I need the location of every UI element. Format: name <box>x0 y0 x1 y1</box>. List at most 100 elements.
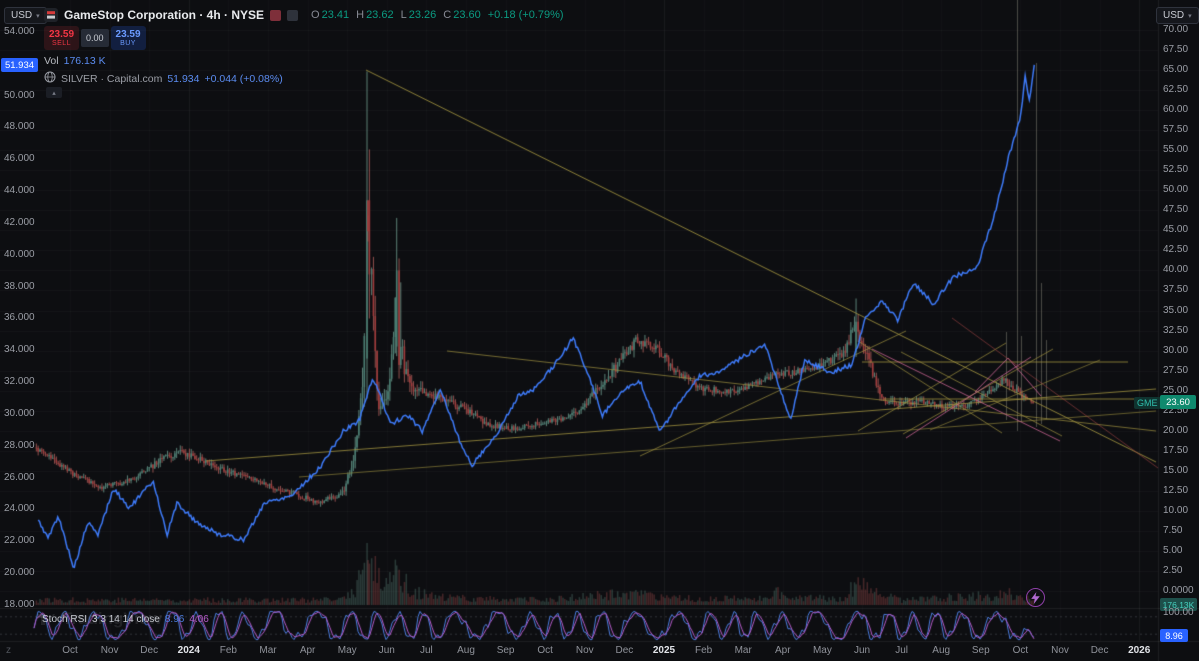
left-price-axis[interactable]: 54.00052.00050.00048.00046.00044.00042.0… <box>0 0 40 661</box>
left-price-tick: 36.000 <box>4 312 35 324</box>
right-price-tick: 65.00 <box>1163 64 1189 76</box>
left-price-tick: 32.000 <box>4 376 35 388</box>
right-price-tick: 17.50 <box>1163 444 1189 456</box>
time-axis-label: Jul <box>895 645 908 656</box>
indicator-d-value: 4.06 <box>189 614 209 625</box>
right-price-tick: 32.50 <box>1163 324 1189 336</box>
tradingview-logo-icon <box>37 614 55 625</box>
left-axis-currency-label: USD <box>11 10 33 21</box>
right-price-tick: 50.00 <box>1163 184 1189 196</box>
right-price-tick: 62.50 <box>1163 84 1189 96</box>
time-axis-label: Apr <box>775 645 791 656</box>
right-price-tick: 60.00 <box>1163 104 1189 116</box>
left-price-tick: 40.000 <box>4 248 35 260</box>
right-price-tick: 47.50 <box>1163 204 1189 216</box>
time-axis-label: 2024 <box>177 645 200 656</box>
symbol-title[interactable]: GameStop Corporation · 4h · NYSE <box>64 8 265 22</box>
low-label: L <box>400 9 407 21</box>
time-axis-label: Mar <box>259 645 277 656</box>
time-axis-label: Apr <box>299 645 316 656</box>
time-axis-label: Oct <box>62 645 78 656</box>
high-label: H <box>356 9 365 21</box>
left-price-tick: 26.000 <box>4 471 35 483</box>
sell-button[interactable]: 23.59 SELL <box>44 26 79 50</box>
open-value: 23.41 <box>321 9 350 21</box>
volume-axis-label: 176.13K <box>1160 598 1197 611</box>
time-axis-label: Nov <box>575 645 594 656</box>
more-icon[interactable] <box>287 9 299 21</box>
right-price-tick: 37.50 <box>1163 284 1189 296</box>
indicator-params: 3 3 14 14 close <box>92 614 160 625</box>
time-axis-label: Mar <box>734 645 752 656</box>
spread-value: 0.00 <box>81 29 109 47</box>
volume-label: Vol <box>44 55 59 67</box>
right-price-tick: 15.00 <box>1163 464 1189 476</box>
collapse-legend-button[interactable]: ▴ <box>46 87 62 98</box>
time-axis-label: 2025 <box>652 645 676 656</box>
right-price-tick: 55.00 <box>1163 144 1189 156</box>
left-price-tick: 28.000 <box>4 439 35 451</box>
left-price-tick: 54.000 <box>4 26 35 37</box>
right-axis-currency-selector[interactable]: USD ▾ <box>1156 7 1199 24</box>
timezone-label[interactable]: z <box>6 645 11 656</box>
time-axis-label: Nov <box>1051 645 1069 656</box>
right-price-tick: 70.00 <box>1163 24 1189 35</box>
left-price-tick: 34.000 <box>4 344 35 356</box>
left-price-tick: 30.000 <box>4 407 35 419</box>
right-price-tick: 22.50 <box>1163 404 1189 416</box>
stoch-k-axis-label: 8.96 <box>1160 629 1188 642</box>
time-axis[interactable]: Oct Nov Dec 2024 Feb Mar Apr May Jun Jul Aug Sep Oct… <box>0 641 1199 661</box>
right-price-tick: 10.00 <box>1163 504 1189 516</box>
close-value: 23.60 <box>453 9 481 21</box>
lightning-trade-button[interactable] <box>1026 588 1045 607</box>
volume-legend[interactable]: Vol 176.13 K <box>44 55 106 67</box>
indicator-legend[interactable]: Stoch RSI 3 3 14 14 close 8.96 4.06 <box>42 614 209 625</box>
time-axis-label: Feb <box>219 645 237 656</box>
left-price-tick: 22.000 <box>4 535 35 547</box>
overlay-symbol: SILVER · Capital.com <box>61 72 163 85</box>
right-price-tick: 20.00 <box>1163 424 1189 436</box>
right-price-axis[interactable]: 70.00 67.50 65.00 62.50 60.00 57.50 55.00 52.50… <box>1159 0 1199 661</box>
right-price-tick: 45.00 <box>1163 224 1189 236</box>
time-axis-label: Aug <box>932 645 951 656</box>
right-price-tick: 30.00 <box>1163 344 1189 356</box>
time-axis-label: May <box>812 645 832 656</box>
globe-icon <box>44 71 56 86</box>
open-label: O <box>311 9 320 21</box>
time-axis-label: Jun <box>378 645 395 656</box>
time-axis-label: Dec <box>1090 645 1109 656</box>
right-price-tick: 0.0000 <box>1163 585 1194 596</box>
left-price-tick: 46.000 <box>4 153 35 165</box>
symbol-header: GameStop Corporation · 4h · NYSE O 23.41 … <box>44 8 564 22</box>
right-price-tick: 7.50 <box>1163 524 1183 536</box>
left-price-tick: 50.000 <box>4 89 35 101</box>
buy-button[interactable]: 23.59 BUY <box>110 26 146 50</box>
left-axis-currency-selector[interactable]: USD ▾ <box>4 7 47 24</box>
lightning-icon <box>1031 591 1040 604</box>
right-price-tick: 25.00 <box>1163 384 1189 396</box>
time-axis-label: Oct <box>537 645 553 656</box>
time-axis-label: 2026 <box>1128 645 1151 656</box>
buy-label: BUY <box>120 39 136 47</box>
right-price-tick: 57.50 <box>1163 124 1189 136</box>
silver-overlay-legend[interactable]: SILVER · Capital.com 51.934 +0.044 (+0.0… <box>44 71 283 86</box>
gme-axis-price-label: 23.60 <box>1160 395 1196 409</box>
market-status-icon <box>270 9 282 21</box>
chevron-down-icon: ▾ <box>1188 12 1192 20</box>
chevron-down-icon: ▾ <box>36 12 40 20</box>
stoch-top-tick: 100.00 <box>1163 607 1194 618</box>
time-axis-label: Sep <box>971 645 990 656</box>
left-price-tick: 38.000 <box>4 280 35 292</box>
overlay-value: 51.934 <box>167 72 200 85</box>
change-value: +0.18 (+0.79%) <box>487 9 564 21</box>
left-price-tick: 42.000 <box>4 216 35 228</box>
buy-price: 23.59 <box>115 28 141 40</box>
time-axis-label: Dec <box>140 645 159 656</box>
left-price-tick: 44.000 <box>4 185 35 197</box>
time-axis-label: Jul <box>419 645 433 656</box>
ohlc-values: O 23.41 H 23.62 L 23.26 C 23.60 +0.18 (+0.79… <box>304 9 564 21</box>
sell-price: 23.59 <box>48 28 75 40</box>
right-price-tick: 12.50 <box>1163 484 1189 496</box>
